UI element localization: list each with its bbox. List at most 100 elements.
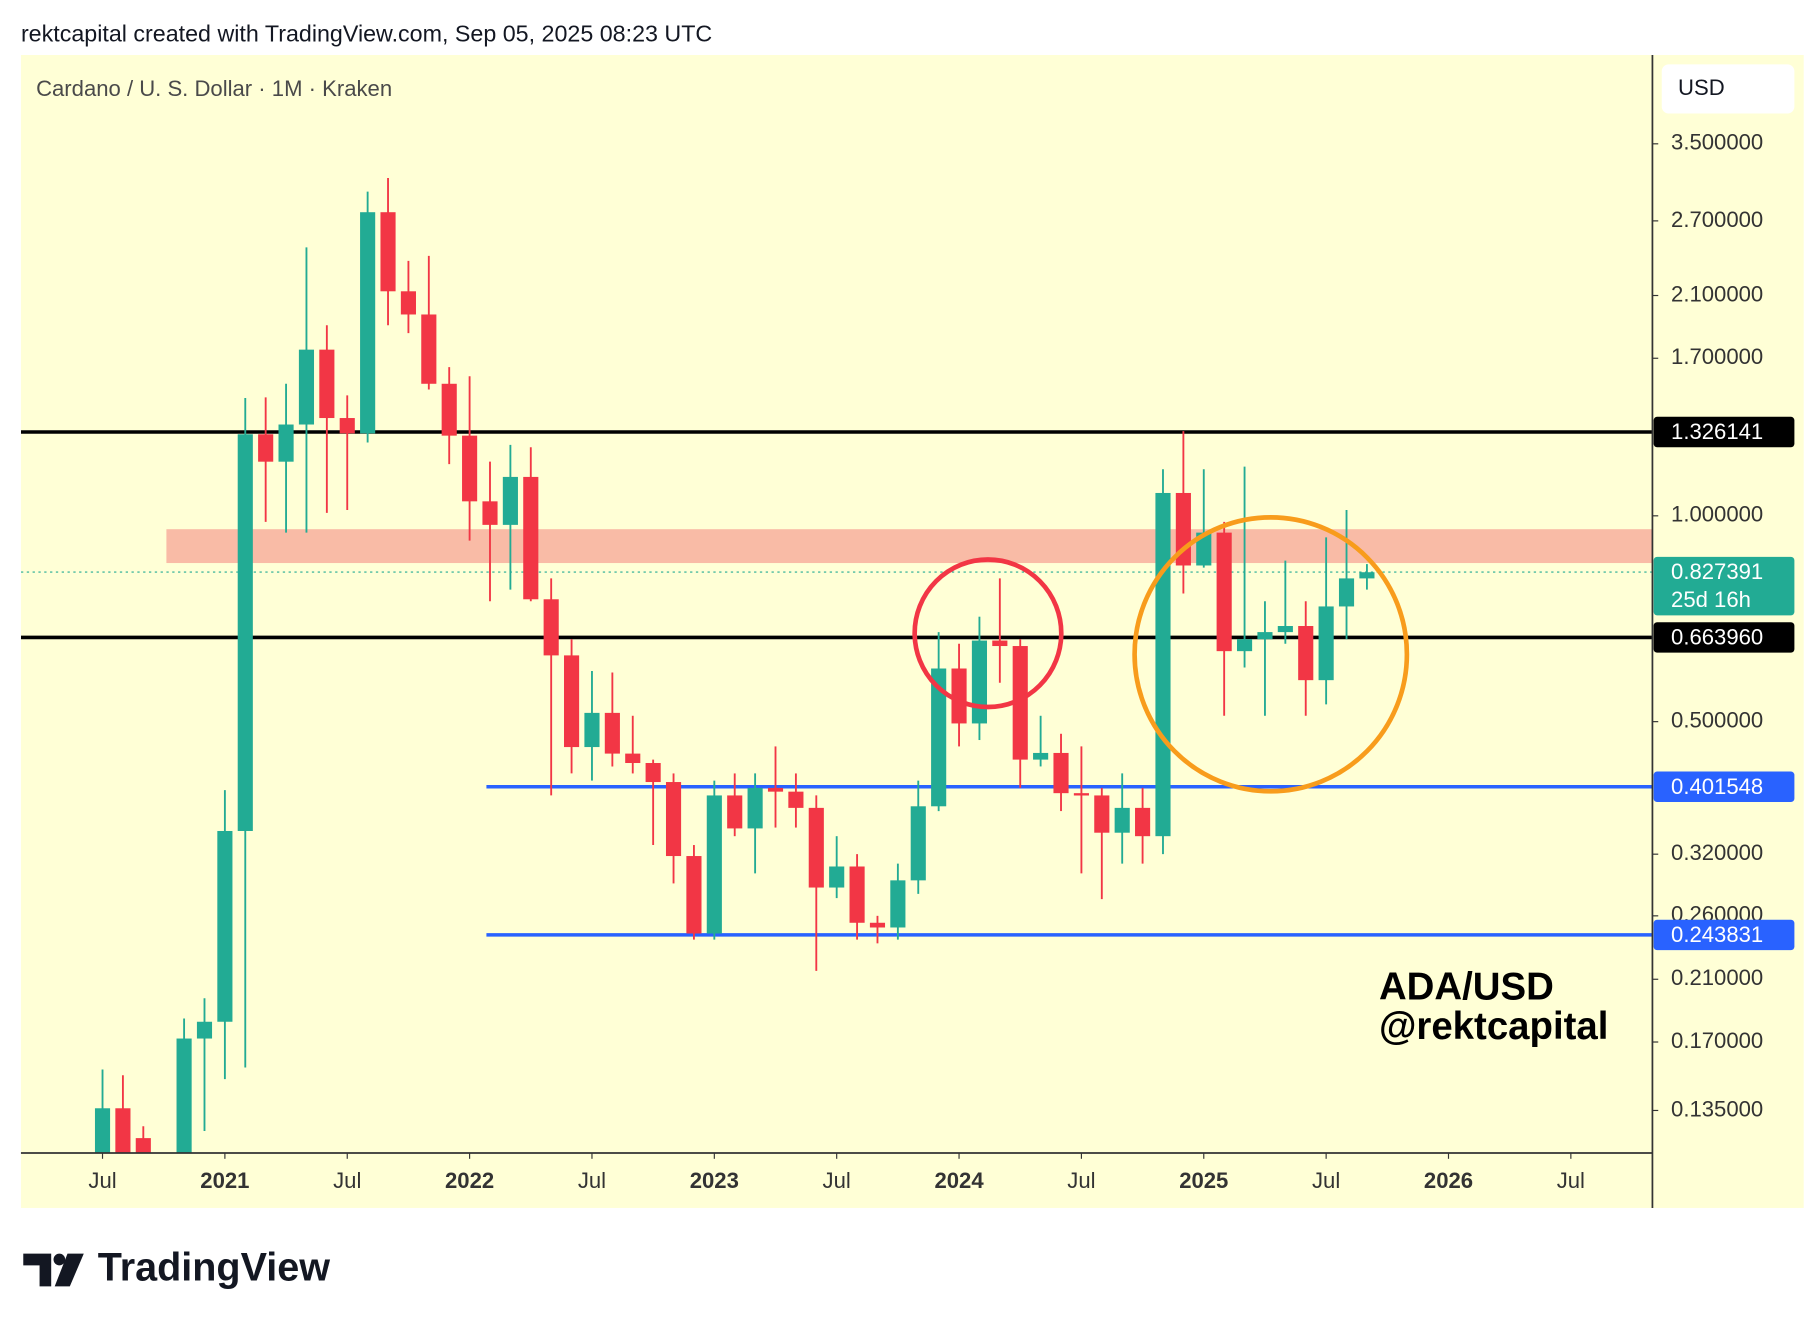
candle-body [115, 1108, 131, 1153]
candle-body [1073, 793, 1089, 796]
candle-body [767, 787, 784, 792]
candle-body [645, 763, 661, 783]
y-tick-label: 2.700000 [1671, 207, 1763, 232]
candle-body [319, 349, 335, 419]
candle-body [278, 424, 294, 462]
candle-body [869, 922, 886, 928]
x-tick-label: 2025 [1179, 1168, 1228, 1193]
level-price-box [1653, 622, 1795, 653]
candle-body [421, 314, 437, 384]
candle-body [931, 668, 947, 807]
currency-box[interactable] [1661, 64, 1795, 114]
x-tick-label: 2023 [690, 1168, 739, 1193]
symbol-title: Cardano / U. S. Dollar · 1M · Kraken [36, 76, 392, 101]
candle-body [808, 807, 824, 888]
candle-body [1155, 492, 1171, 837]
candle-body [747, 787, 763, 829]
level-price-box [1653, 919, 1795, 951]
candle-body [1298, 626, 1314, 681]
logo-mark [54, 1253, 84, 1287]
y-tick-label: 1.700000 [1671, 344, 1763, 369]
x-tick-label: 2024 [934, 1168, 984, 1193]
candle-body [482, 501, 498, 525]
candle-body [890, 880, 906, 928]
level-price-label: 0.663960 [1671, 624, 1763, 649]
logo-mark [23, 1253, 52, 1287]
candle-body [543, 599, 559, 656]
candle-body [564, 655, 580, 748]
price-labels: 1.326141 0.663960 0.401548 0.243831 0.827391… [1653, 416, 1795, 951]
last-price-label: 0.827391 [1671, 559, 1763, 584]
y-tick-label: 0.500000 [1671, 707, 1763, 732]
level-price-box [1653, 416, 1795, 448]
candle-body [400, 291, 416, 315]
x-tick-label: 2022 [445, 1168, 494, 1193]
candle-body [217, 830, 233, 1022]
candle-body [829, 866, 845, 888]
candle-body [971, 640, 988, 724]
candle-body [360, 212, 376, 434]
x-tick-label: Jul [1067, 1168, 1095, 1193]
drawings [912, 515, 1410, 794]
chart-background [20, 55, 1804, 1208]
level-price-label: 1.326141 [1671, 419, 1763, 444]
candle-body [604, 712, 620, 754]
axes: 3.500000 2.700000 2.100000 1.700000 1.000000… [88, 130, 1763, 1193]
countdown-label: 25d 16h [1671, 587, 1751, 612]
candle-body [135, 1138, 151, 1153]
x-tick-label: Jul [88, 1168, 116, 1193]
candle-body [686, 856, 702, 934]
x-tick-label: Jul [578, 1168, 606, 1193]
candle-body [1318, 606, 1334, 681]
candle-body [523, 476, 539, 600]
currency[interactable]: USD [1678, 75, 1725, 100]
y-tick-label: 2.100000 [1671, 281, 1763, 306]
y-tick-label: 1.000000 [1671, 502, 1763, 527]
y-tick-label: 3.500000 [1671, 130, 1763, 155]
candle-body [237, 434, 253, 831]
candle-body [258, 434, 274, 462]
candle-body [584, 712, 600, 748]
candle-body [992, 640, 1008, 647]
candle-body [1216, 532, 1232, 652]
y-tick-label: 0.320000 [1671, 840, 1763, 865]
logo: TradingView [23, 1245, 330, 1290]
y-tick-label: 0.135000 [1671, 1096, 1763, 1121]
candle-body [1257, 632, 1273, 640]
x-tick-label: Jul [823, 1168, 851, 1193]
y-tick-label: 0.170000 [1671, 1028, 1763, 1053]
candle-body [1053, 752, 1069, 794]
last-price-box [1653, 556, 1795, 616]
candle-body [1114, 807, 1130, 833]
candle-body [1359, 572, 1375, 579]
x-tick-label: Jul [333, 1168, 361, 1193]
candle-body [1135, 807, 1151, 837]
candle-body [196, 1021, 213, 1039]
candle-body [727, 795, 743, 829]
candle-body [1236, 639, 1253, 652]
candle-body [339, 418, 355, 434]
level-price-box [1653, 771, 1795, 802]
level-price-label: 0.243831 [1671, 922, 1763, 947]
candle-body [1094, 795, 1110, 833]
candle-body [176, 1038, 192, 1153]
candle-body [1338, 578, 1355, 607]
resistance-zone [166, 529, 1653, 564]
level-price-label: 0.401548 [1671, 774, 1763, 799]
candle-body [94, 1108, 111, 1153]
candle-body [502, 476, 518, 525]
highlight-circle [1132, 515, 1410, 794]
candles [94, 177, 1375, 1153]
x-tick-label: Jul [1312, 1168, 1340, 1193]
candle-body [625, 753, 641, 764]
candle-body [1277, 626, 1293, 633]
candle-body [788, 791, 804, 808]
highlight-circle [912, 557, 1064, 710]
footer: TradingView [98, 1245, 330, 1289]
candle-body [298, 349, 315, 425]
candle-body [849, 866, 865, 923]
candle-body [665, 782, 682, 857]
annotation: ADA/USD [1379, 965, 1554, 1008]
